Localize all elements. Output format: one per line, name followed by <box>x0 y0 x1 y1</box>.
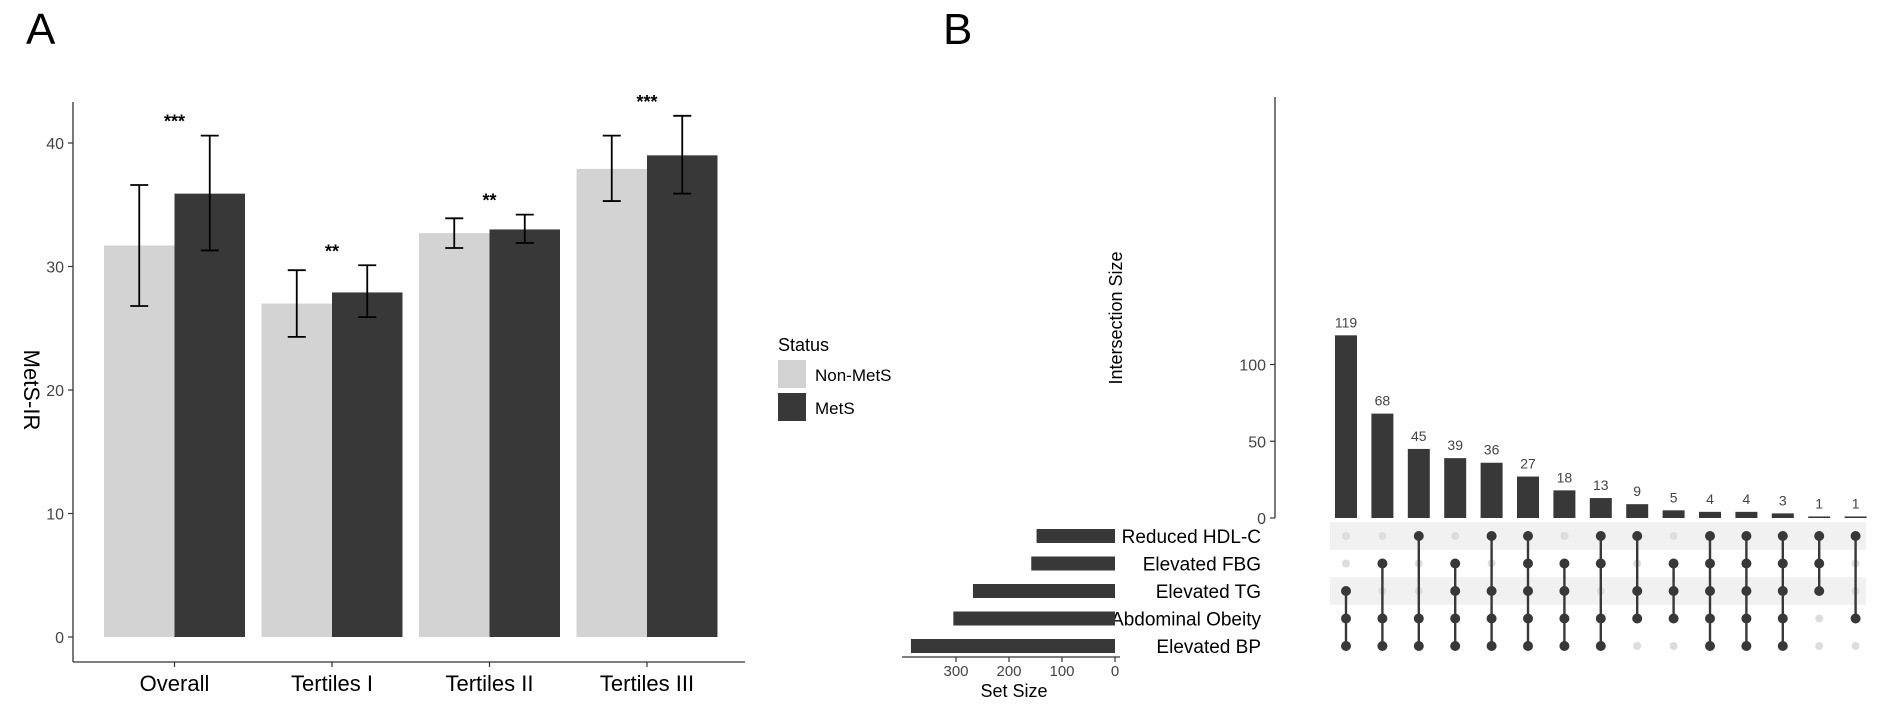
matrix-dot-inactive <box>1815 614 1824 623</box>
intersection-y-tick-label: 50 <box>1248 434 1266 451</box>
intersection-value-label: 27 <box>1520 456 1536 472</box>
y-tick-label: 10 <box>46 507 64 524</box>
intersection-bar <box>1480 462 1503 518</box>
intersection-bar <box>1589 498 1612 518</box>
intersection-bar <box>1517 476 1539 518</box>
set-size-tick-label: 100 <box>1049 663 1074 680</box>
intersection-value-label: 13 <box>1593 477 1609 493</box>
set-label-elevated-fbg: Elevated FBG <box>1143 555 1261 576</box>
set-label-elevated-tg: Elevated TG <box>1156 582 1261 603</box>
x-tick-label-tertiles-i: Tertiles I <box>291 671 373 696</box>
intersection-bar <box>1444 458 1467 518</box>
bar-non-mets-tertiles-i <box>261 303 332 637</box>
intersection-y-tick-label: 100 <box>1239 358 1266 375</box>
significance-annotation: ** <box>482 191 496 211</box>
intersection-bar <box>1407 448 1430 518</box>
bar-non-mets-tertiles-iii <box>576 168 647 637</box>
intersection-value-label: 39 <box>1447 437 1463 453</box>
intersection-value-label: 119 <box>1335 314 1358 330</box>
intersection-value-label: 1 <box>1852 495 1860 511</box>
matrix-dot-inactive <box>1669 642 1678 650</box>
matrix-dot-inactive <box>1815 642 1824 650</box>
intersection-value-label: 18 <box>1557 469 1573 485</box>
matrix-dot-inactive <box>1342 559 1350 568</box>
x-tick-label-tertiles-iii: Tertiles III <box>600 671 694 696</box>
legend-swatch-mets <box>778 393 806 421</box>
significance-annotation: ** <box>325 241 339 261</box>
set-label-reduced-hdl-c: Reduced HDL-C <box>1122 527 1261 548</box>
intersection-value-label: 5 <box>1670 489 1678 505</box>
intersection-y-tick-label: 0 <box>1257 511 1266 528</box>
bar-non-mets-tertiles-ii <box>419 233 490 637</box>
x-axis-label-set-size: Set Size <box>980 681 1047 701</box>
intersection-value-label: 1 <box>1815 495 1823 511</box>
x-tick-label-tertiles-ii: Tertiles II <box>445 671 533 696</box>
matrix-dot-inactive <box>1560 532 1569 540</box>
bar-non-mets-overall <box>104 245 175 637</box>
bar-mets-tertiles-i <box>332 292 403 637</box>
bar-mets-tertiles-ii <box>489 229 560 637</box>
y-tick-label: 20 <box>46 383 64 400</box>
matrix-dot-inactive <box>1342 532 1350 540</box>
intersection-value-label: 4 <box>1706 491 1714 507</box>
matrix-dot-inactive <box>1633 642 1642 650</box>
set-size-tick-label: 300 <box>943 663 968 680</box>
y-tick-label: 40 <box>46 136 64 153</box>
bar-mets-tertiles-iii <box>647 155 718 637</box>
legend-title: Status <box>778 335 829 355</box>
legend-label-non-mets: Non-MetS <box>815 366 892 385</box>
set-label-abdominal-obeity: Abdominal Obeity <box>1111 610 1261 631</box>
metsir-bar-chart: MetS-IR 0 10 20 30 40 *** Overall ** Tertiles I *… <box>19 92 745 696</box>
set-size-tick-label: 200 <box>996 663 1021 680</box>
set-size-bar-abdominal-obeity <box>953 611 1115 626</box>
panel-a-label: A <box>26 5 56 54</box>
y-axis-label-intersection-size: Intersection Size <box>1106 251 1126 384</box>
set-size-tick-label: 0 <box>1111 663 1119 680</box>
y-tick-label: 30 <box>46 260 64 277</box>
matrix-dot-inactive <box>1451 532 1460 540</box>
intersection-bar <box>1553 490 1576 518</box>
matrix-dot-inactive <box>1378 532 1387 540</box>
panel-b-label: B <box>943 5 972 54</box>
intersection-bar <box>1626 504 1649 518</box>
intersection-value-label: 9 <box>1633 483 1641 499</box>
set-size-bar-elevated-tg <box>972 584 1115 598</box>
intersection-bar <box>1735 511 1758 518</box>
intersection-bar <box>1771 513 1794 518</box>
set-size-bar-elevated-fbg <box>1031 556 1115 571</box>
matrix-dot-inactive <box>1669 532 1678 540</box>
intersection-bar <box>1844 516 1867 518</box>
set-size-bar-reduced-hdl-c <box>1036 529 1115 543</box>
intersection-bar <box>1808 516 1831 518</box>
intersection-bar <box>1699 511 1721 518</box>
status-legend: Status Non-MetS MetS <box>778 335 892 421</box>
y-axis-label-metsir: MetS-IR <box>19 350 44 431</box>
intersection-bar <box>1335 335 1357 518</box>
intersection-value-label: 3 <box>1779 492 1787 508</box>
intersection-value-label: 36 <box>1484 442 1500 458</box>
significance-annotation: *** <box>164 112 185 132</box>
intersection-bar <box>1371 413 1394 518</box>
x-tick-label-overall: Overall <box>140 671 210 696</box>
intersection-bar <box>1662 510 1685 518</box>
legend-swatch-non-mets <box>778 360 806 388</box>
intersection-value-label: 4 <box>1743 491 1751 507</box>
upset-plot: Intersection Size Set Size 0501001196845… <box>902 97 1867 701</box>
matrix-dot-inactive <box>1851 642 1860 650</box>
intersection-value-label: 45 <box>1411 428 1427 444</box>
intersection-value-label: 68 <box>1375 393 1391 409</box>
legend-label-mets: MetS <box>815 399 855 418</box>
set-label-elevated-bp: Elevated BP <box>1156 637 1261 658</box>
set-size-bar-elevated-bp <box>910 639 1115 653</box>
significance-annotation: *** <box>636 92 657 112</box>
y-tick-label: 0 <box>55 630 64 647</box>
bar-mets-overall <box>174 193 245 637</box>
